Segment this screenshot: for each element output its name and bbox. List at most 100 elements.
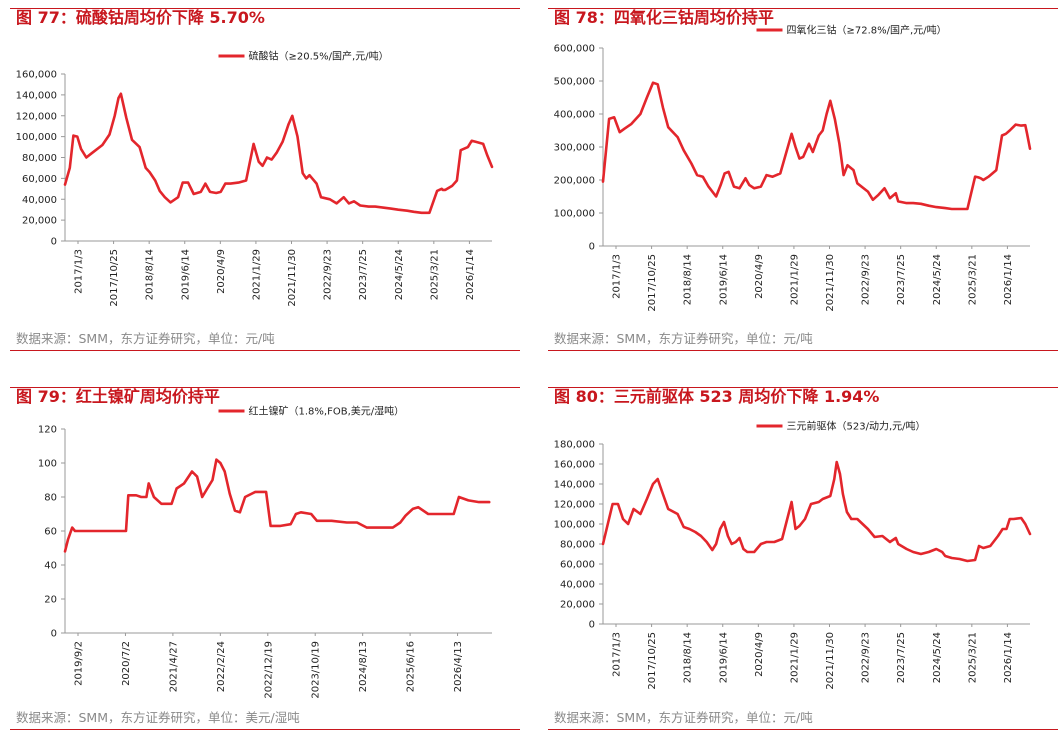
x-tick-label: 2022/9/23 — [323, 249, 334, 300]
y-tick-label: 600,000 — [554, 44, 595, 55]
x-tick-label: 2024/5/24 — [932, 254, 943, 305]
x-tick-label: 2019/6/14 — [718, 632, 729, 683]
x-tick-label: 2017/10/25 — [647, 632, 658, 690]
x-tick-label: 2022/12/19 — [263, 641, 274, 699]
y-tick-label: 20,000 — [560, 600, 595, 611]
y-tick-label: 40,000 — [560, 580, 595, 591]
x-tick-label: 2020/7/2 — [121, 641, 132, 686]
y-tick-label: 140,000 — [16, 90, 57, 101]
panel-bottom-rule — [548, 350, 1058, 351]
x-tick-label: 2017/10/25 — [109, 249, 120, 307]
series-line — [63, 92, 494, 215]
x-tick-label: 2021/1/29 — [789, 254, 800, 305]
x-tick-label: 2022/2/24 — [216, 641, 227, 692]
panel-bottom-rule — [548, 729, 1058, 730]
line-chart-cobalt-tetroxide: 0 100,000 200,000 300,000 400,000 500,000 600,… — [554, 24, 1032, 312]
x-tick-label: 2017/1/3 — [74, 249, 85, 294]
y-tick-label: 500,000 — [554, 77, 595, 88]
y-tick-label: 100 — [38, 459, 57, 470]
data-source-note: 数据来源：SMM，东方证券研究，单位：元/吨 — [554, 710, 813, 725]
chart-title: 图 79：红土镍矿周均价持平 — [16, 387, 220, 406]
x-tick-label: 2026/1/14 — [1003, 254, 1014, 305]
panel-bottom-rule — [10, 350, 520, 351]
y-tick-label: 300,000 — [554, 143, 595, 154]
y-tick-label: 20 — [44, 595, 57, 606]
y-tick-label: 200,000 — [554, 176, 595, 187]
chart-title: 图 78：四氧化三钴周均价持平 — [554, 8, 774, 27]
x-tick-label: 2021/11/30 — [825, 254, 836, 312]
chart-title: 图 80：三元前驱体 523 周均价下降 1.94% — [554, 387, 880, 406]
series-line — [63, 458, 491, 553]
x-tick-label: 2024/5/24 — [394, 249, 405, 300]
x-tick-label: 2019/6/14 — [718, 254, 729, 305]
x-tick-label: 2025/3/21 — [967, 254, 978, 305]
series-line — [601, 460, 1032, 563]
x-tick-label: 2023/7/25 — [896, 254, 907, 305]
y-tick-label: 0 — [51, 237, 57, 248]
line-chart-cobalt-sulfate: 0 20,000 40,000 60,000 80,000 100,000 120,000 1… — [16, 50, 494, 307]
chart-title: 图 77：硫酸钴周均价下降 5.70% — [16, 8, 265, 27]
x-tick-label: 2018/8/14 — [683, 632, 694, 683]
x-tick-label: 2026/1/14 — [1003, 632, 1014, 683]
y-tick-label: 120,000 — [16, 111, 57, 122]
chart-panel-80: 图 80：三元前驱体 523 周均价下降 1.94% 0 20,000 40,000… — [548, 385, 1058, 730]
x-tick-label: 2023/7/25 — [358, 249, 369, 300]
y-tick-label: 80,000 — [560, 540, 595, 551]
panel-top-rule — [548, 8, 1058, 9]
x-tick-label: 2025/6/16 — [406, 641, 417, 692]
y-tick-label: 0 — [589, 242, 595, 253]
x-tick-label: 2021/11/30 — [825, 632, 836, 690]
y-tick-label: 80 — [44, 493, 57, 504]
x-tick-label: 2021/1/29 — [789, 632, 800, 683]
x-tick-label: 2021/4/27 — [168, 641, 179, 692]
x-tick-label: 2024/5/24 — [932, 632, 943, 683]
y-tick-label: 60,000 — [560, 560, 595, 571]
x-tick-label: 2023/10/19 — [311, 641, 322, 699]
series-line — [601, 81, 1032, 211]
x-tick-label: 2026/1/14 — [465, 249, 476, 300]
x-tick-label: 2017/10/25 — [647, 254, 658, 312]
panel-bottom-rule — [10, 729, 520, 730]
y-tick-label: 60,000 — [22, 174, 57, 185]
y-tick-label: 100,000 — [16, 132, 57, 143]
y-tick-label: 80,000 — [22, 153, 57, 164]
x-tick-label: 2020/4/9 — [216, 249, 227, 294]
panel-top-rule — [548, 387, 1058, 388]
x-tick-label: 2026/4/13 — [453, 641, 464, 692]
x-tick-label: 2019/9/2 — [74, 641, 85, 686]
y-tick-label: 120,000 — [554, 500, 595, 511]
panel-top-rule — [10, 387, 520, 388]
legend-label: 红土镍矿（1.8%,FOB,美元/湿吨） — [249, 405, 405, 418]
x-tick-label: 2021/1/29 — [251, 249, 262, 300]
x-tick-label: 2020/4/9 — [754, 254, 765, 299]
x-tick-label: 2017/1/3 — [612, 632, 623, 677]
y-tick-label: 40 — [44, 561, 57, 572]
x-tick-label: 2024/8/13 — [358, 641, 369, 692]
data-source-note: 数据来源：SMM，东方证券研究，单位：元/吨 — [554, 331, 813, 346]
chart-panel-79: 图 79：红土镍矿周均价持平 0 20 40 60 80 100 120 2019/9/2 20… — [10, 385, 520, 730]
y-tick-label: 160,000 — [16, 70, 57, 81]
y-tick-label: 120 — [38, 425, 57, 436]
y-tick-label: 0 — [51, 629, 57, 640]
y-tick-label: 0 — [589, 620, 595, 631]
x-tick-label: 2021/11/30 — [287, 249, 298, 307]
x-tick-label: 2022/9/23 — [861, 254, 872, 305]
y-tick-label: 160,000 — [554, 460, 595, 471]
x-tick-label: 2025/3/21 — [429, 249, 440, 300]
data-source-note: 数据来源：SMM，东方证券研究，单位：元/吨 — [16, 331, 275, 346]
y-tick-label: 180,000 — [554, 440, 595, 451]
legend-label: 硫酸钴（≥20.5%/国产,元/吨） — [249, 50, 389, 63]
data-source-note: 数据来源：SMM，东方证券研究，单位：美元/湿吨 — [16, 710, 300, 725]
line-chart-laterite-nickel-ore: 0 20 40 60 80 100 120 2019/9/2 2020/7/2 2021/4/27… — [38, 405, 492, 699]
y-tick-label: 40,000 — [22, 195, 57, 206]
y-tick-label: 100,000 — [554, 520, 595, 531]
x-tick-label: 2025/3/21 — [967, 632, 978, 683]
panel-top-rule — [10, 8, 520, 9]
y-tick-label: 60 — [44, 527, 57, 538]
x-tick-label: 2020/4/9 — [754, 632, 765, 677]
x-tick-label: 2017/1/3 — [612, 254, 623, 299]
chart-panel-77: 图 77：硫酸钴周均价下降 5.70% 0 20,000 40,000 60,000 8… — [10, 6, 520, 351]
x-tick-label: 2023/7/25 — [896, 632, 907, 683]
x-tick-label: 2018/8/14 — [145, 249, 156, 300]
line-chart-ternary-precursor-523: 0 20,000 40,000 60,000 80,000 100,000 120,000 1… — [554, 420, 1032, 690]
